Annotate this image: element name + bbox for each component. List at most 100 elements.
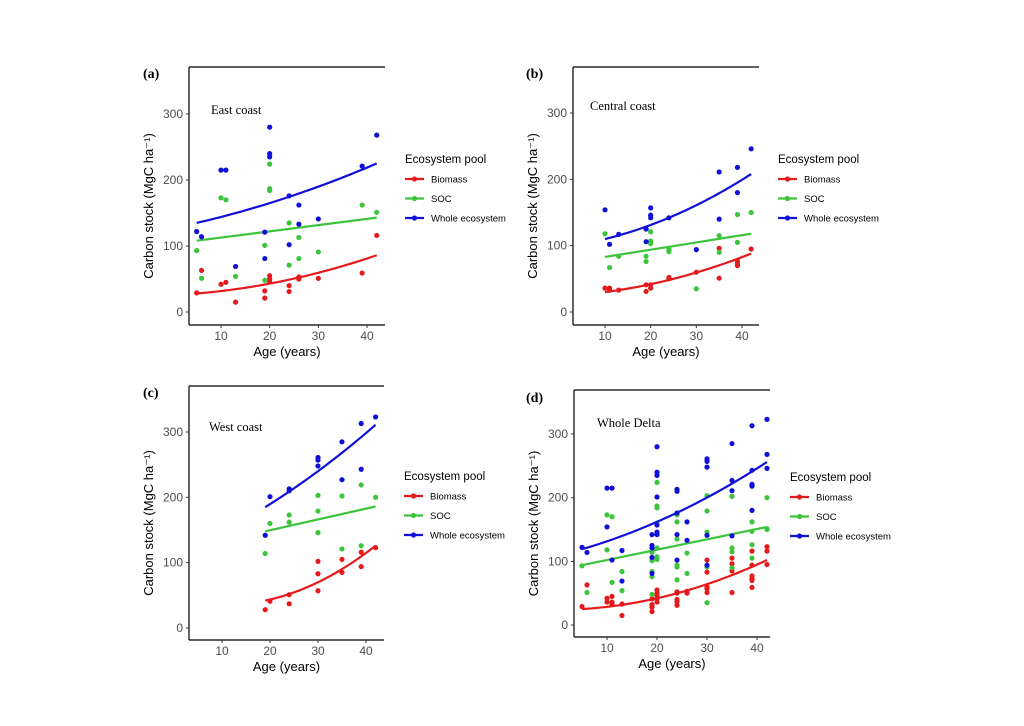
series-biomass: [579, 544, 770, 619]
data-point: [223, 167, 229, 173]
data-point: [315, 216, 321, 222]
data-point: [262, 532, 268, 538]
x-tick-label: 40: [735, 329, 749, 343]
data-point: [619, 547, 625, 554]
fit-line: [264, 423, 377, 509]
legend-title: Ecosystem pool: [778, 154, 859, 166]
legend-key-point: [411, 195, 418, 202]
data-point: [674, 519, 680, 525]
series-whole-ecosystem: [262, 414, 379, 538]
fit-line: [604, 252, 752, 294]
data-point: [315, 571, 321, 577]
data-point: [749, 507, 755, 513]
data-point: [223, 197, 229, 203]
data-point: [654, 505, 660, 511]
data-point: [729, 545, 735, 551]
data-point: [339, 556, 345, 563]
fit-line: [196, 162, 378, 224]
y-tick-label: 100: [548, 554, 568, 568]
data-point: [654, 472, 660, 478]
data-point: [374, 209, 380, 215]
data-point: [684, 537, 690, 543]
data-point: [716, 169, 722, 175]
data-point: [749, 542, 755, 548]
data-point: [729, 549, 735, 555]
y-tick-label: 300: [548, 427, 568, 441]
data-point: [315, 492, 321, 498]
data-point: [648, 215, 654, 221]
data-point: [729, 488, 735, 494]
data-point: [218, 167, 224, 173]
series-biomass: [602, 245, 754, 295]
data-point: [693, 247, 699, 253]
data-point: [684, 570, 690, 577]
panel-subtitle: West coast: [209, 420, 263, 434]
data-point: [194, 248, 200, 254]
data-point: [729, 440, 735, 447]
data-point: [674, 531, 680, 538]
x-tick-label: 20: [644, 329, 658, 343]
data-point: [315, 530, 321, 536]
panel-d: 0 100 200 300 10 20 30 40 Age (years) Carbon stoc…: [526, 389, 891, 671]
series-whole-ecosystem: [579, 416, 770, 584]
legend-entry: Biomass: [431, 175, 468, 186]
series-soc: [194, 161, 380, 283]
data-point: [729, 555, 735, 561]
y-tick-label: 0: [176, 305, 183, 319]
data-point: [674, 598, 680, 605]
data-point: [729, 493, 735, 499]
data-point: [233, 273, 239, 279]
data-point: [198, 267, 205, 274]
data-point: [286, 601, 292, 607]
data-point: [286, 220, 292, 226]
data-point: [339, 546, 345, 552]
data-point: [358, 482, 364, 488]
data-point: [602, 231, 608, 237]
data-point: [704, 586, 710, 592]
data-point: [604, 512, 610, 518]
data-point: [584, 549, 590, 556]
series-whole-ecosystem: [602, 146, 754, 253]
panel-c: 0 100 200 300 10 20 30 40 Age (years) Carbon stoc…: [141, 385, 505, 674]
data-point: [748, 209, 754, 216]
data-point: [764, 451, 770, 457]
data-point: [262, 550, 268, 557]
data-point: [749, 577, 755, 584]
data-point: [339, 477, 345, 483]
data-point: [654, 556, 660, 563]
data-point: [286, 288, 292, 295]
data-point: [359, 163, 365, 169]
data-point: [643, 239, 649, 245]
legend-key-point: [410, 493, 417, 499]
y-tick-label: 200: [548, 491, 568, 505]
data-point: [579, 603, 585, 610]
data-point: [339, 493, 345, 499]
legend-key-point: [410, 512, 417, 519]
data-point: [749, 423, 755, 429]
y-tick-label: 100: [547, 239, 567, 253]
legend-key-point: [411, 215, 418, 221]
series-biomass: [194, 232, 380, 305]
data-point: [296, 255, 302, 262]
x-tick-label: 20: [263, 329, 277, 343]
x-tick-label: 10: [215, 644, 229, 658]
y-tick-label: 300: [163, 107, 183, 121]
data-point: [267, 187, 273, 194]
data-point: [358, 563, 364, 570]
x-axis-title: Age (years): [638, 656, 705, 671]
series-soc: [262, 482, 379, 557]
data-point: [286, 262, 292, 268]
data-point: [654, 479, 660, 485]
data-point: [358, 466, 364, 472]
series-biomass: [262, 544, 379, 613]
data-point: [619, 612, 625, 619]
fit-line: [196, 216, 377, 242]
legend-key-point: [796, 513, 803, 520]
data-point: [286, 512, 292, 518]
y-tick-label: 300: [163, 425, 183, 439]
data-point: [729, 533, 735, 539]
data-point: [619, 568, 625, 575]
legend-key-point: [796, 533, 803, 539]
panel-label: (c): [143, 386, 159, 401]
x-tick-label: 40: [359, 644, 373, 658]
